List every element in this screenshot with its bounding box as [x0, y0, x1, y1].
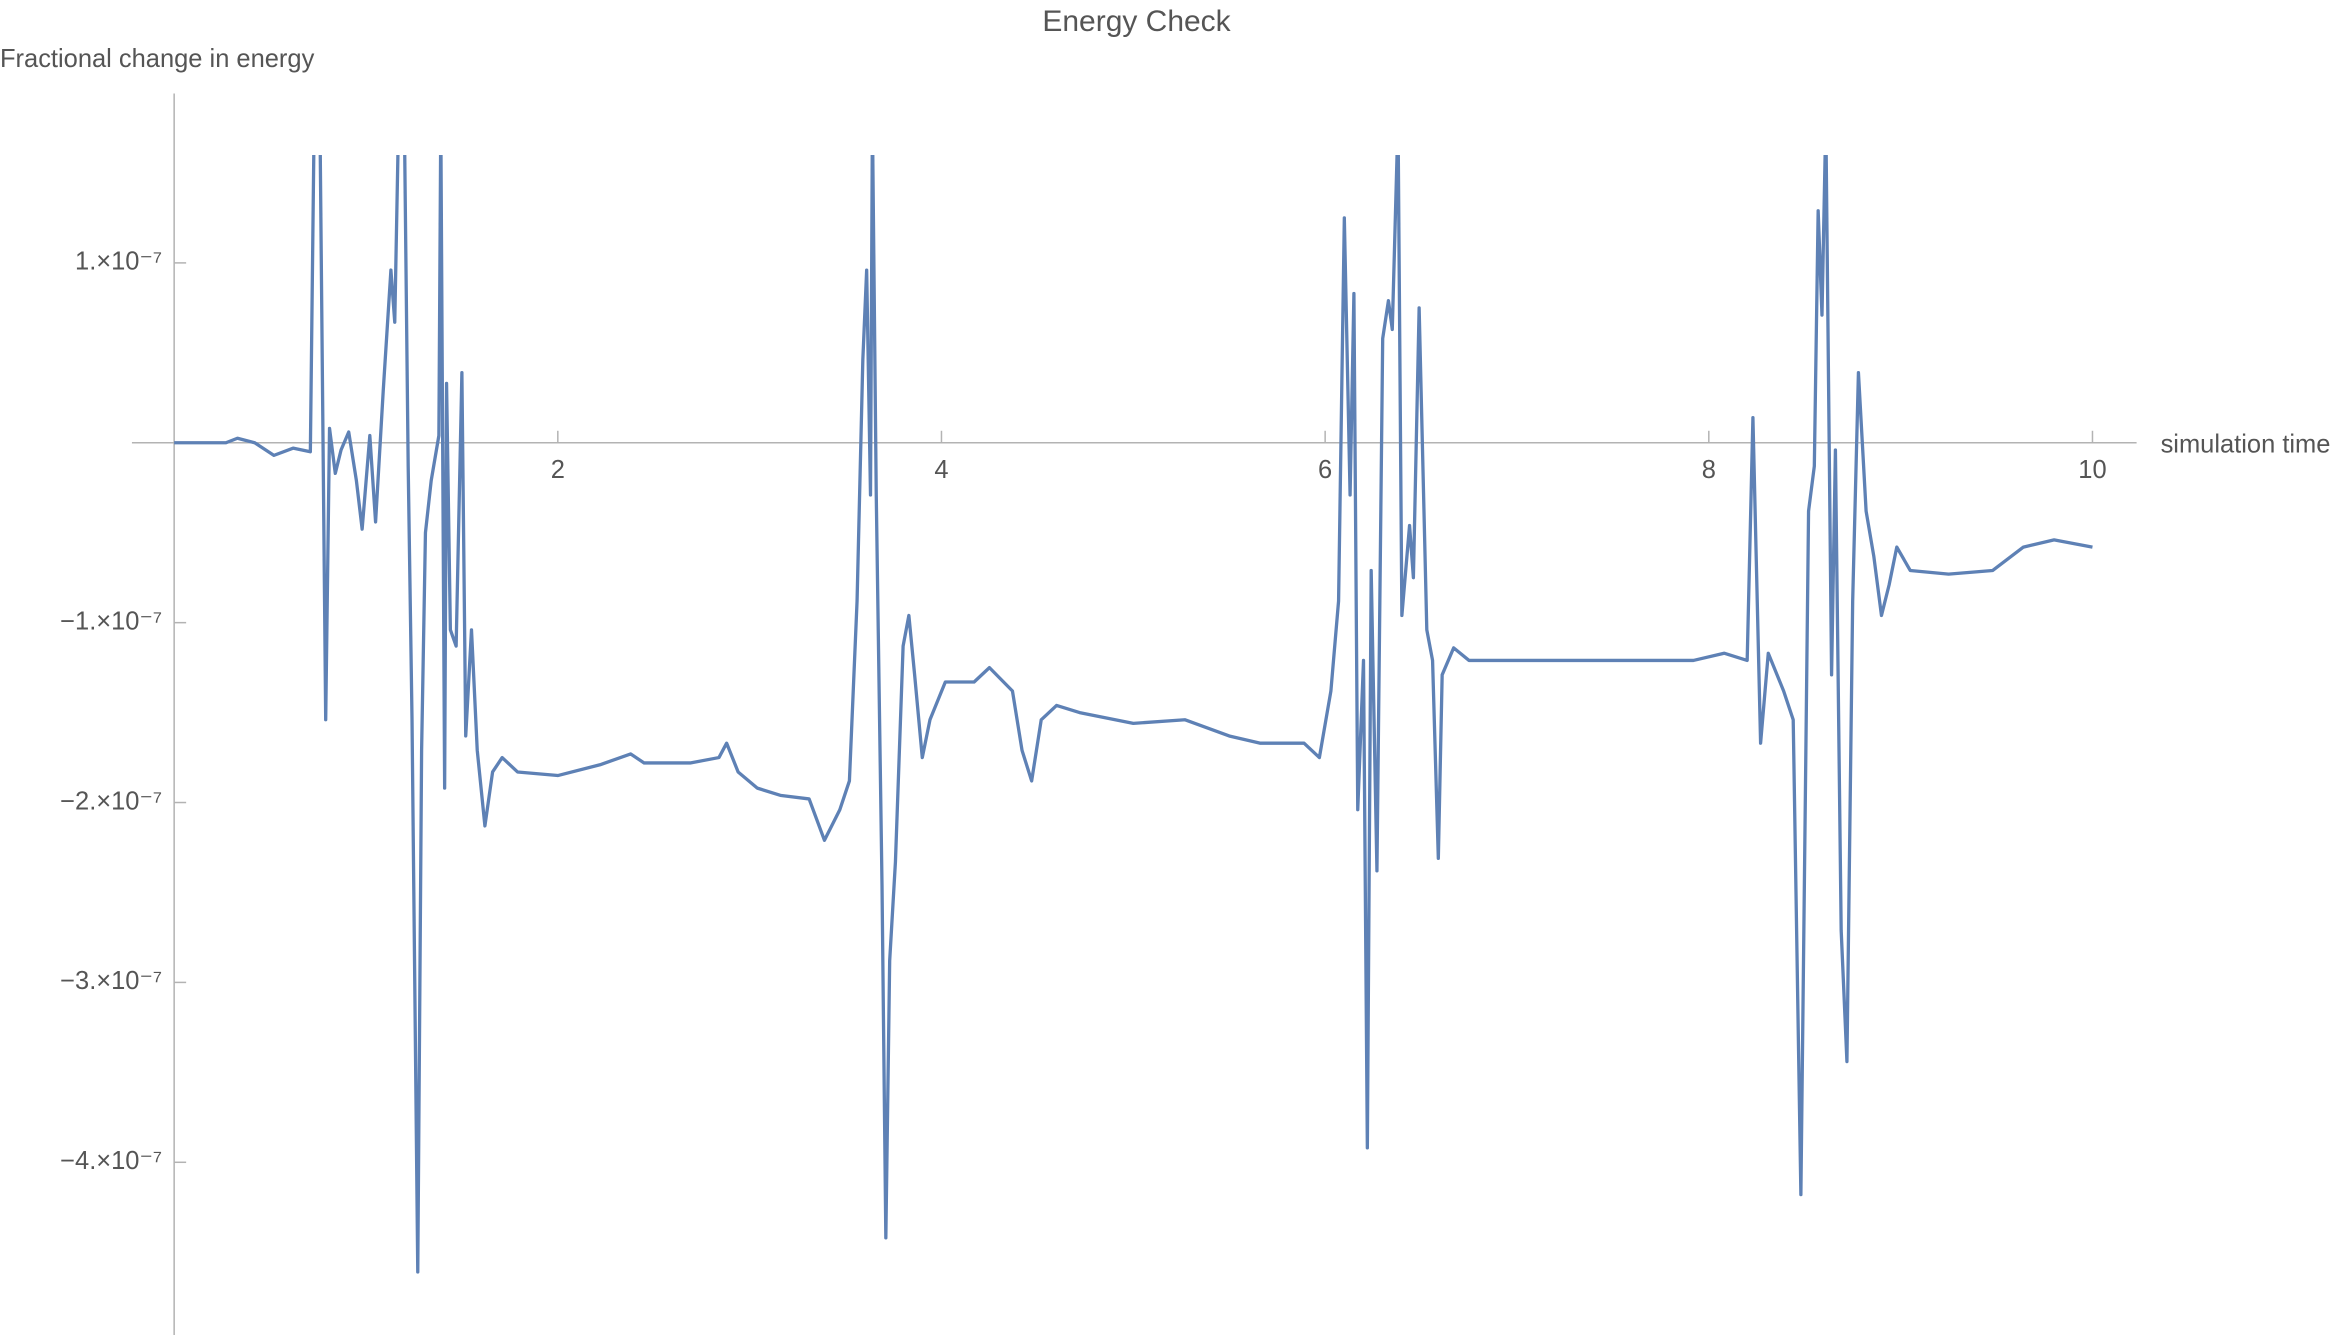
y-tick-label: −2.×10⁻⁷: [60, 787, 162, 815]
y-tick-label: 1.×10⁻⁷: [75, 248, 162, 276]
x-axis-label: simulation time: [2161, 431, 2331, 459]
x-tick-label: 4: [934, 456, 948, 484]
y-tick-label: −1.×10⁻⁷: [60, 607, 162, 635]
x-tick-label: 8: [1702, 456, 1716, 484]
x-tick-label: 6: [1318, 456, 1332, 484]
chart-title: Energy Check: [1042, 5, 1231, 38]
y-axis-label: Fractional change in energy: [0, 45, 315, 73]
y-tick-label: −4.×10⁻⁷: [60, 1147, 162, 1175]
data-line: [174, 154, 2093, 1274]
y-tick-label: −3.×10⁻⁷: [60, 967, 162, 995]
x-tick-label: 10: [2078, 456, 2106, 484]
x-tick-label: 2: [551, 456, 565, 484]
